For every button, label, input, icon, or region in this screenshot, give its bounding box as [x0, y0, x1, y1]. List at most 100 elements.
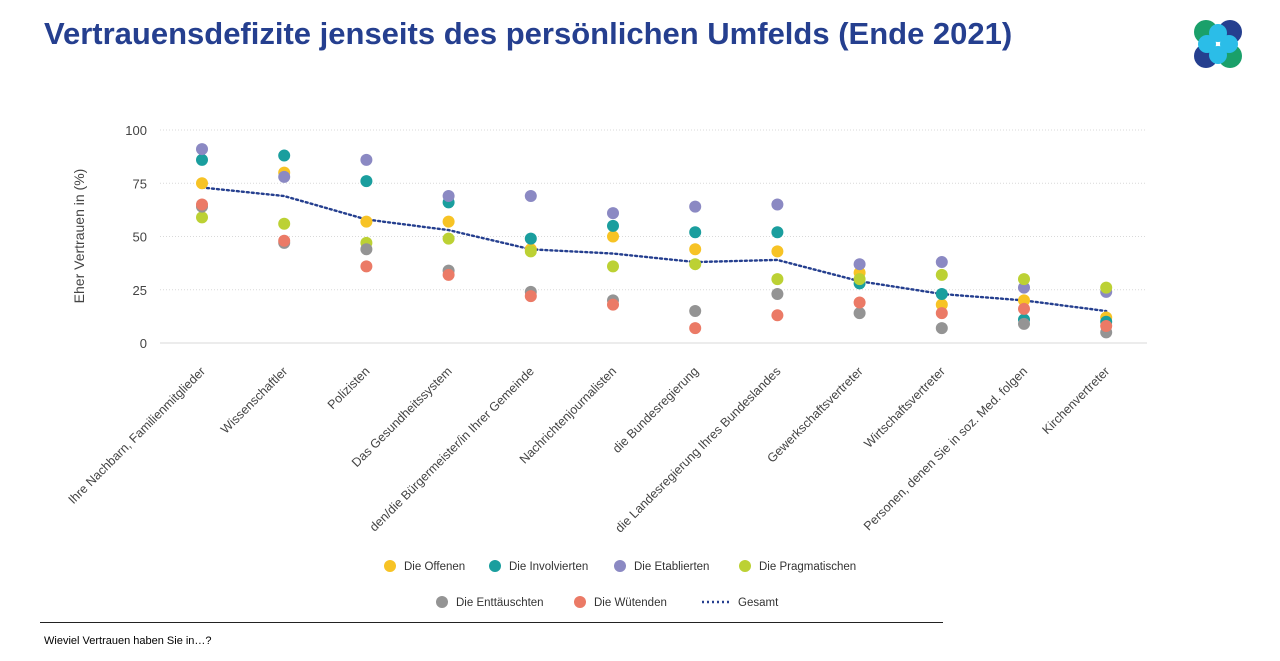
data-point	[442, 215, 455, 228]
data-point	[935, 288, 948, 301]
x-tick-label: Ihre Nachbarn, Familienmitglieder	[66, 364, 209, 507]
x-tick-label: die Landesregierung Ihres Bundeslandes	[612, 364, 783, 535]
x-tick-label: Wirtschaftsvertreter	[861, 364, 948, 451]
logo-center-right	[1220, 35, 1238, 53]
x-tick-label: die Bundesregierung	[610, 364, 702, 456]
data-point	[607, 207, 619, 220]
data-point	[935, 322, 948, 335]
data-point	[360, 260, 373, 273]
data-point	[853, 307, 866, 320]
legend-label: Die Etablierten	[634, 561, 709, 573]
data-point	[771, 309, 784, 322]
y-tick-label: 0	[140, 336, 147, 351]
data-point	[360, 215, 373, 228]
data-point	[935, 268, 948, 281]
data-point	[607, 219, 619, 232]
data-point	[689, 226, 702, 239]
y-tick-label: 100	[125, 123, 147, 138]
data-point	[278, 170, 291, 183]
legend-label: Die Wütenden	[594, 597, 667, 609]
data-point	[196, 211, 208, 224]
data-point	[524, 245, 537, 258]
data-point	[689, 322, 702, 335]
data-point	[853, 258, 866, 271]
data-point	[853, 296, 866, 309]
logo-center-top	[1209, 24, 1227, 42]
legend-item: Die Enttäuschten	[436, 596, 544, 609]
legend-item: Die Offenen	[384, 560, 465, 573]
legend-item: Die Pragmatischen	[739, 560, 856, 573]
series-line-gesamt	[200, 186, 1108, 313]
x-tick-label: den/die Bürgermeister/in Ihrer Gemeinde	[367, 364, 537, 534]
data-point	[196, 153, 208, 166]
x-tick-label: Polizisten	[325, 364, 373, 412]
legend-label: Die Enttäuschten	[456, 597, 544, 609]
x-tick-label: Nachrichtenjournalisten	[517, 364, 619, 466]
data-point	[196, 143, 208, 156]
legend-label: Die Offenen	[404, 561, 465, 573]
legend-item: Gesamt	[702, 597, 779, 609]
data-point	[524, 232, 537, 245]
legend-marker	[384, 560, 396, 572]
y-tick-label: 75	[133, 176, 147, 191]
legend-marker	[739, 560, 751, 572]
footer-divider	[40, 622, 943, 623]
data-point	[689, 258, 702, 271]
data-point	[607, 260, 619, 273]
data-point	[442, 232, 455, 245]
data-point	[607, 230, 619, 243]
data-point	[360, 175, 373, 188]
data-point	[935, 298, 948, 311]
data-point	[1018, 281, 1030, 294]
data-point	[771, 198, 784, 211]
legend-item: Die Etablierten	[614, 560, 709, 573]
data-point	[524, 290, 537, 303]
data-point	[771, 226, 784, 239]
legend-label: Die Pragmatischen	[759, 561, 856, 573]
legend-marker	[489, 560, 501, 572]
data-point	[853, 273, 866, 286]
logo-center-left	[1198, 35, 1216, 53]
data-point	[278, 217, 291, 230]
data-point	[935, 256, 948, 269]
x-tick-label: Kirchenvertreter	[1040, 364, 1113, 437]
x-tick-label: Personen, denen Sie in soz. Med. folgen	[861, 364, 1030, 533]
data-point	[442, 268, 455, 281]
y-tick-label: 25	[133, 283, 147, 298]
data-point	[771, 273, 784, 286]
data-point	[1018, 294, 1030, 307]
legend-label: Die Involvierten	[509, 561, 588, 573]
y-axis-label: Eher Vertrauen in (%)	[71, 169, 87, 304]
data-point	[1018, 317, 1030, 330]
data-point	[1100, 319, 1113, 332]
legend-marker	[614, 560, 626, 572]
logo-center-bottom	[1209, 46, 1227, 64]
company-logo-icon	[1194, 20, 1242, 68]
legend-marker	[574, 596, 586, 608]
data-point	[278, 234, 291, 247]
legend-label: Gesamt	[738, 597, 779, 609]
x-tick-label: Wissenschaftler	[218, 364, 290, 436]
footnote: Wieviel Vertrauen haben Sie in…?	[44, 635, 212, 647]
data-point	[360, 243, 373, 256]
data-point	[360, 153, 373, 166]
data-point	[935, 307, 948, 320]
legend-item: Die Wütenden	[574, 596, 667, 609]
y-tick-label: 50	[133, 230, 147, 245]
x-tick-label: Gewerkschaftsvertreter	[764, 364, 865, 465]
legend-marker	[436, 596, 448, 608]
data-point	[524, 190, 537, 203]
data-point	[1018, 273, 1030, 286]
data-point	[771, 288, 784, 301]
data-point	[442, 190, 455, 203]
data-point	[1100, 281, 1113, 294]
data-point	[1018, 302, 1030, 315]
data-point	[607, 298, 619, 311]
data-point	[689, 305, 702, 318]
data-point	[689, 200, 702, 213]
data-point	[771, 245, 784, 258]
data-point	[196, 198, 208, 211]
data-point	[278, 149, 291, 162]
data-point	[689, 243, 702, 256]
